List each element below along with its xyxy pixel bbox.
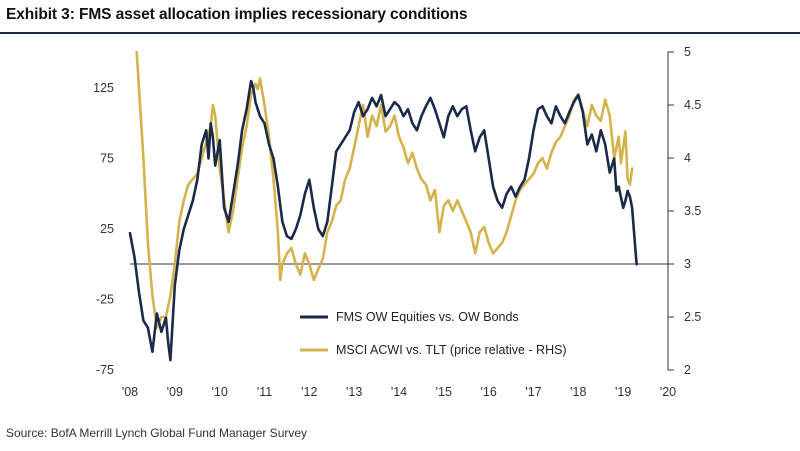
x-tick-label: '17 <box>525 385 541 399</box>
source-note: Source: BofA Merrill Lynch Global Fund M… <box>6 426 308 440</box>
left-y-axis-ticks: 125 75 25 -25 -75 <box>93 81 114 377</box>
right-y-tick-label: 5 <box>684 45 691 59</box>
title-divider <box>0 32 800 34</box>
legend-label-msci: MSCI ACWI vs. TLT (price relative - RHS) <box>336 343 567 357</box>
left-y-tick-label: -25 <box>96 293 114 307</box>
legend-label-fms: FMS OW Equities vs. OW Bonds <box>336 310 519 324</box>
series-lines <box>128 50 638 362</box>
x-tick-label: '16 <box>481 385 497 399</box>
right-y-tick-label: 2.5 <box>684 310 701 324</box>
left-y-tick-label: 75 <box>100 152 114 166</box>
x-tick-label: '11 <box>257 385 272 399</box>
x-tick-label: '10 <box>212 385 228 399</box>
x-tick-label: '19 <box>615 385 631 399</box>
legend: FMS OW Equities vs. OW Bonds MSCI ACWI v… <box>300 310 567 357</box>
x-tick-label: '08 <box>122 385 138 399</box>
right-y-axis-ticks: 5 4.5 4 3.5 3 2.5 2 <box>668 45 701 377</box>
right-y-tick-label: 3 <box>684 257 691 271</box>
right-y-tick-label: 3.5 <box>684 204 701 218</box>
chart-title: Exhibit 3: FMS asset allocation implies … <box>6 6 468 23</box>
series-line-msci-acwi-vs-tlt <box>135 50 634 329</box>
x-tick-label: '20 <box>660 385 676 399</box>
x-tick-label: '13 <box>346 385 362 399</box>
x-tick-label: '09 <box>167 385 183 399</box>
right-y-tick-label: 2 <box>684 363 691 377</box>
x-axis-ticks: '08 '09 '10 '11 '12 '13 '14 '15 '16 '17 '18 '19 '20 <box>122 385 676 399</box>
x-tick-label: '18 <box>570 385 586 399</box>
left-y-tick-label: -75 <box>96 363 114 377</box>
left-y-tick-label: 125 <box>93 81 114 95</box>
left-y-tick-label: 25 <box>100 222 114 236</box>
x-tick-label: '15 <box>436 385 452 399</box>
x-tick-label: '14 <box>391 385 407 399</box>
right-y-tick-label: 4 <box>684 151 691 165</box>
right-y-tick-label: 4.5 <box>684 98 701 112</box>
series-line-fms-ow-equities-vs-bonds <box>128 79 638 362</box>
x-tick-label: '12 <box>301 385 317 399</box>
